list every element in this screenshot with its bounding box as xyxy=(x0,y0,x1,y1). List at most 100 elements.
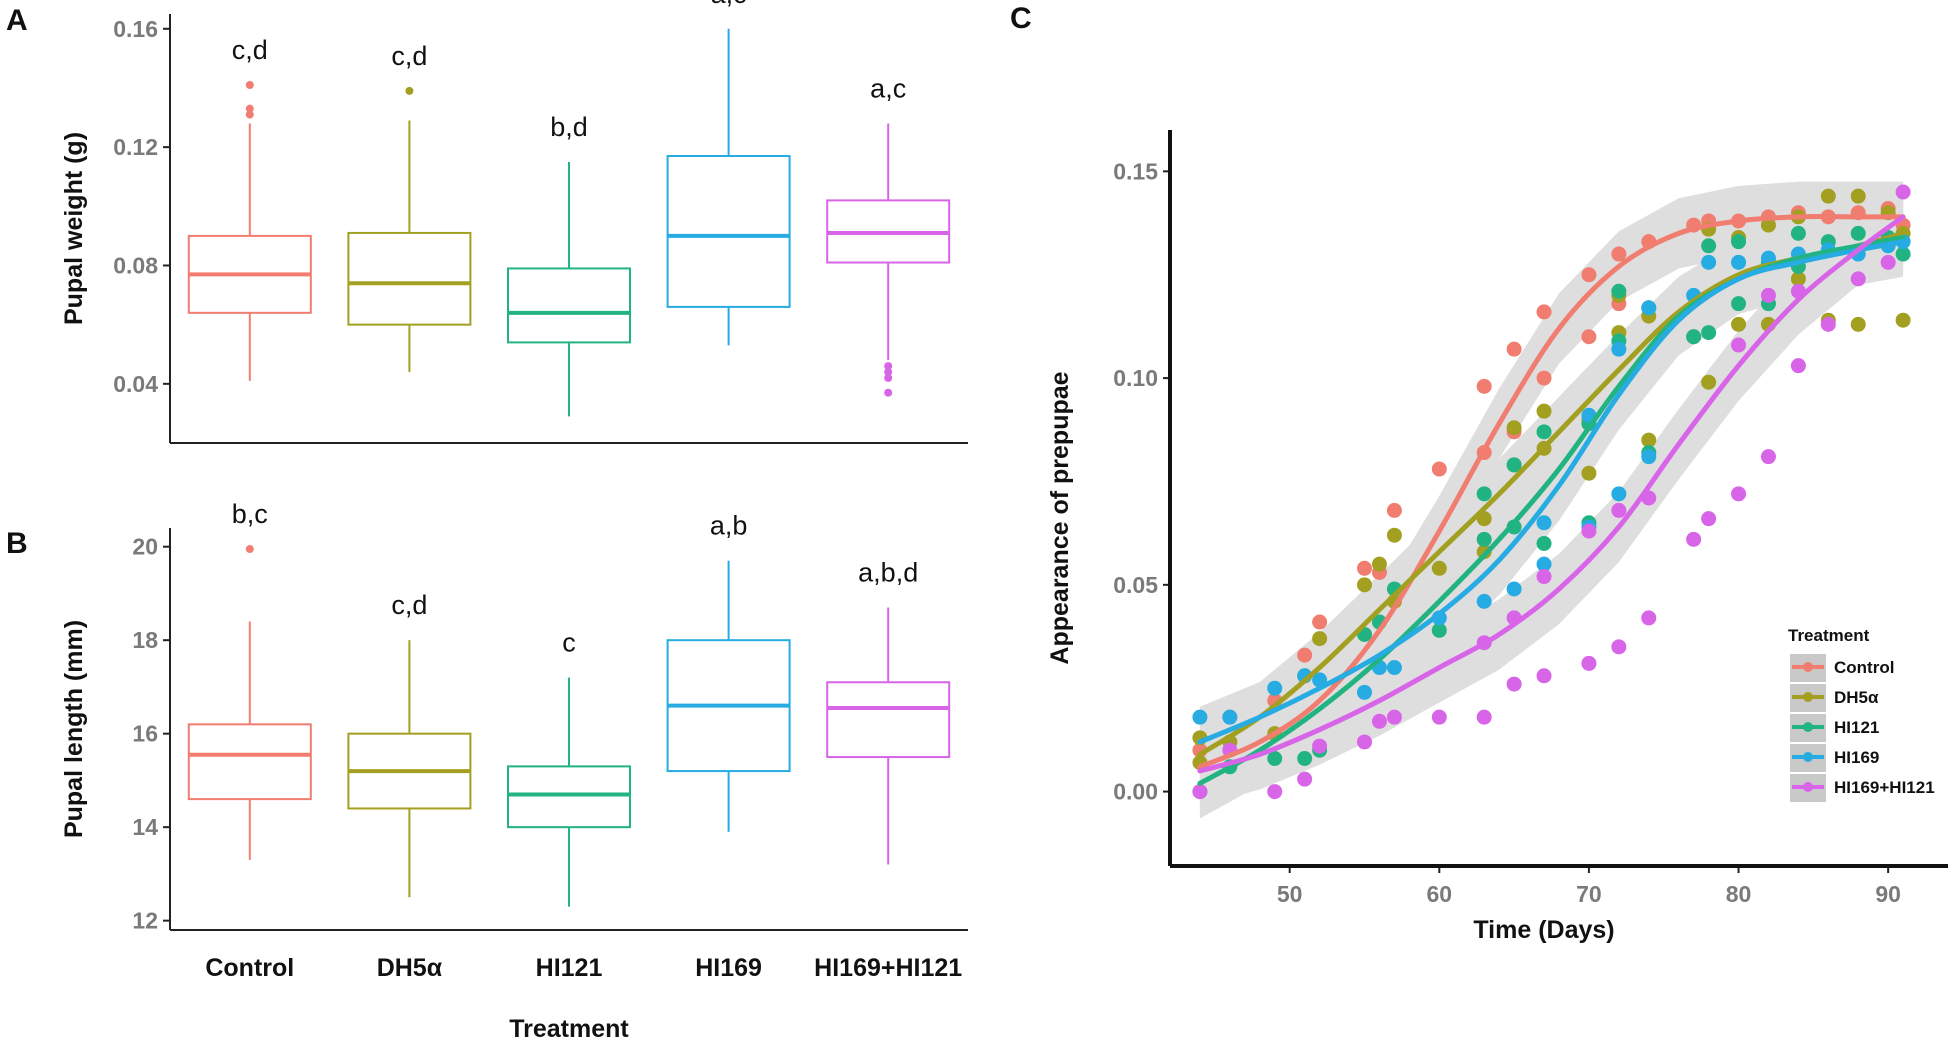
y-axis-title: Pupal weight (g) xyxy=(60,132,88,325)
box-4 xyxy=(826,123,951,397)
box-0 xyxy=(187,545,312,860)
data-point xyxy=(1386,527,1402,543)
data-point xyxy=(1641,300,1657,316)
data-point xyxy=(1476,709,1492,725)
data-point xyxy=(1760,287,1776,303)
panel-c-prepupae-scatter: C 0.00 0.05 0.10 0.15 50 60 70 80 90 Time (Days) Ap… xyxy=(1010,2,1948,944)
legend-key-dot xyxy=(1803,752,1813,762)
data-point xyxy=(1536,370,1552,386)
data-point xyxy=(1476,593,1492,609)
data-point xyxy=(1701,325,1717,341)
data-point xyxy=(1760,449,1776,465)
data-point xyxy=(1611,341,1627,357)
data-point xyxy=(1431,622,1447,638)
data-point xyxy=(1536,515,1552,531)
data-point xyxy=(1581,523,1597,539)
y-tick-label: 14 xyxy=(132,814,158,840)
data-point xyxy=(1760,217,1776,233)
outlier-point xyxy=(245,545,254,554)
y-tick-label: 0.00 xyxy=(1113,779,1158,805)
significance-letters: c xyxy=(562,628,576,658)
x-category-label: HI169 xyxy=(695,954,762,982)
outlier-point xyxy=(245,81,254,90)
x-category-label: Control xyxy=(205,954,294,982)
y-tick-label: 16 xyxy=(132,721,158,747)
data-point xyxy=(1701,238,1717,254)
legend-title: Treatment xyxy=(1788,626,1870,645)
y-tick-label: 0.15 xyxy=(1113,158,1158,184)
significance-letters: b,c xyxy=(232,499,268,529)
data-point xyxy=(1431,560,1447,576)
significance-letters: c,d xyxy=(391,41,427,71)
significance-letters: c,d xyxy=(391,590,427,620)
x-tick-label: 60 xyxy=(1427,881,1453,907)
data-point xyxy=(1880,254,1896,270)
data-point xyxy=(1536,668,1552,684)
data-point xyxy=(1850,271,1866,287)
legend-key-dot xyxy=(1803,662,1813,672)
data-point xyxy=(1895,312,1911,328)
panel-a-weight-boxplot: A 0.04 0.08 0.12 0.16 Pupal weight (g) c,d c,d b… xyxy=(6,0,968,444)
confidence-band xyxy=(1199,181,1904,802)
data-point xyxy=(1371,713,1387,729)
data-point xyxy=(1581,465,1597,481)
data-point xyxy=(1431,709,1447,725)
legend-label: HI121 xyxy=(1834,718,1879,737)
y-tick-label: 0.12 xyxy=(113,134,158,160)
data-point xyxy=(1641,432,1657,448)
box-1 xyxy=(347,86,472,372)
significance-letters: a,b,d xyxy=(858,557,918,587)
data-point xyxy=(1611,486,1627,502)
x-tick-label: 70 xyxy=(1576,881,1602,907)
data-point xyxy=(1192,709,1208,725)
box-4 xyxy=(826,607,951,865)
series-curve-0 xyxy=(1197,214,1906,770)
legend-label: DH5α xyxy=(1834,688,1879,707)
series-points-3 xyxy=(1192,234,1911,725)
legend-key-dot xyxy=(1803,722,1813,732)
legend-key-dot xyxy=(1803,782,1813,792)
outlier-point xyxy=(884,388,893,397)
data-point xyxy=(1731,316,1747,332)
data-point xyxy=(1267,680,1283,696)
data-point xyxy=(1611,246,1627,262)
data-point xyxy=(1611,502,1627,518)
data-point xyxy=(1581,655,1597,671)
data-point xyxy=(1731,254,1747,270)
y-tick-label: 0.16 xyxy=(113,16,158,42)
data-point xyxy=(1536,556,1552,572)
box-2 xyxy=(507,161,631,417)
data-point xyxy=(1312,631,1328,647)
x-tick-label: 90 xyxy=(1875,881,1901,907)
x-category-label: HI121 xyxy=(536,954,603,982)
data-point xyxy=(1820,188,1836,204)
data-point xyxy=(1357,734,1372,750)
y-tick-label: 0.08 xyxy=(113,252,158,278)
data-point xyxy=(1312,738,1328,754)
data-point xyxy=(1581,267,1597,283)
box-2 xyxy=(507,677,631,907)
data-point xyxy=(1790,271,1806,287)
data-point xyxy=(1641,610,1657,626)
y-tick-label: 20 xyxy=(132,534,158,560)
data-point xyxy=(1357,684,1372,700)
data-point xyxy=(1476,531,1492,547)
data-point xyxy=(1506,457,1522,473)
x-axis-title: Treatment xyxy=(509,1015,629,1042)
x-tick-label: 80 xyxy=(1726,881,1752,907)
data-point xyxy=(1506,420,1522,436)
data-point xyxy=(1790,225,1806,241)
outlier-point xyxy=(884,362,893,371)
y-axis-title: Pupal length (mm) xyxy=(60,620,88,838)
x-tick-label: 50 xyxy=(1277,881,1303,907)
data-point xyxy=(1701,511,1717,527)
data-point xyxy=(1686,531,1702,547)
confidence-band xyxy=(1199,198,1904,790)
data-point xyxy=(1297,750,1313,766)
box-3 xyxy=(666,28,791,346)
significance-letters: a,b xyxy=(710,511,748,541)
data-point xyxy=(1731,296,1747,312)
box-iqr xyxy=(666,155,791,308)
panel-label: B xyxy=(6,527,28,560)
data-point xyxy=(1850,316,1866,332)
